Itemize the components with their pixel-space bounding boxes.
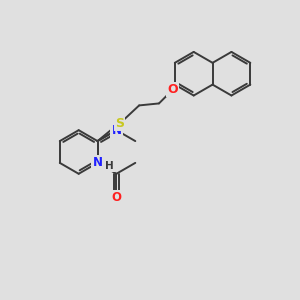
Text: N: N [92, 156, 103, 170]
Text: S: S [115, 117, 124, 130]
Text: H: H [105, 161, 114, 171]
Text: N: N [111, 124, 122, 137]
Text: O: O [167, 83, 178, 96]
Text: O: O [111, 191, 122, 204]
